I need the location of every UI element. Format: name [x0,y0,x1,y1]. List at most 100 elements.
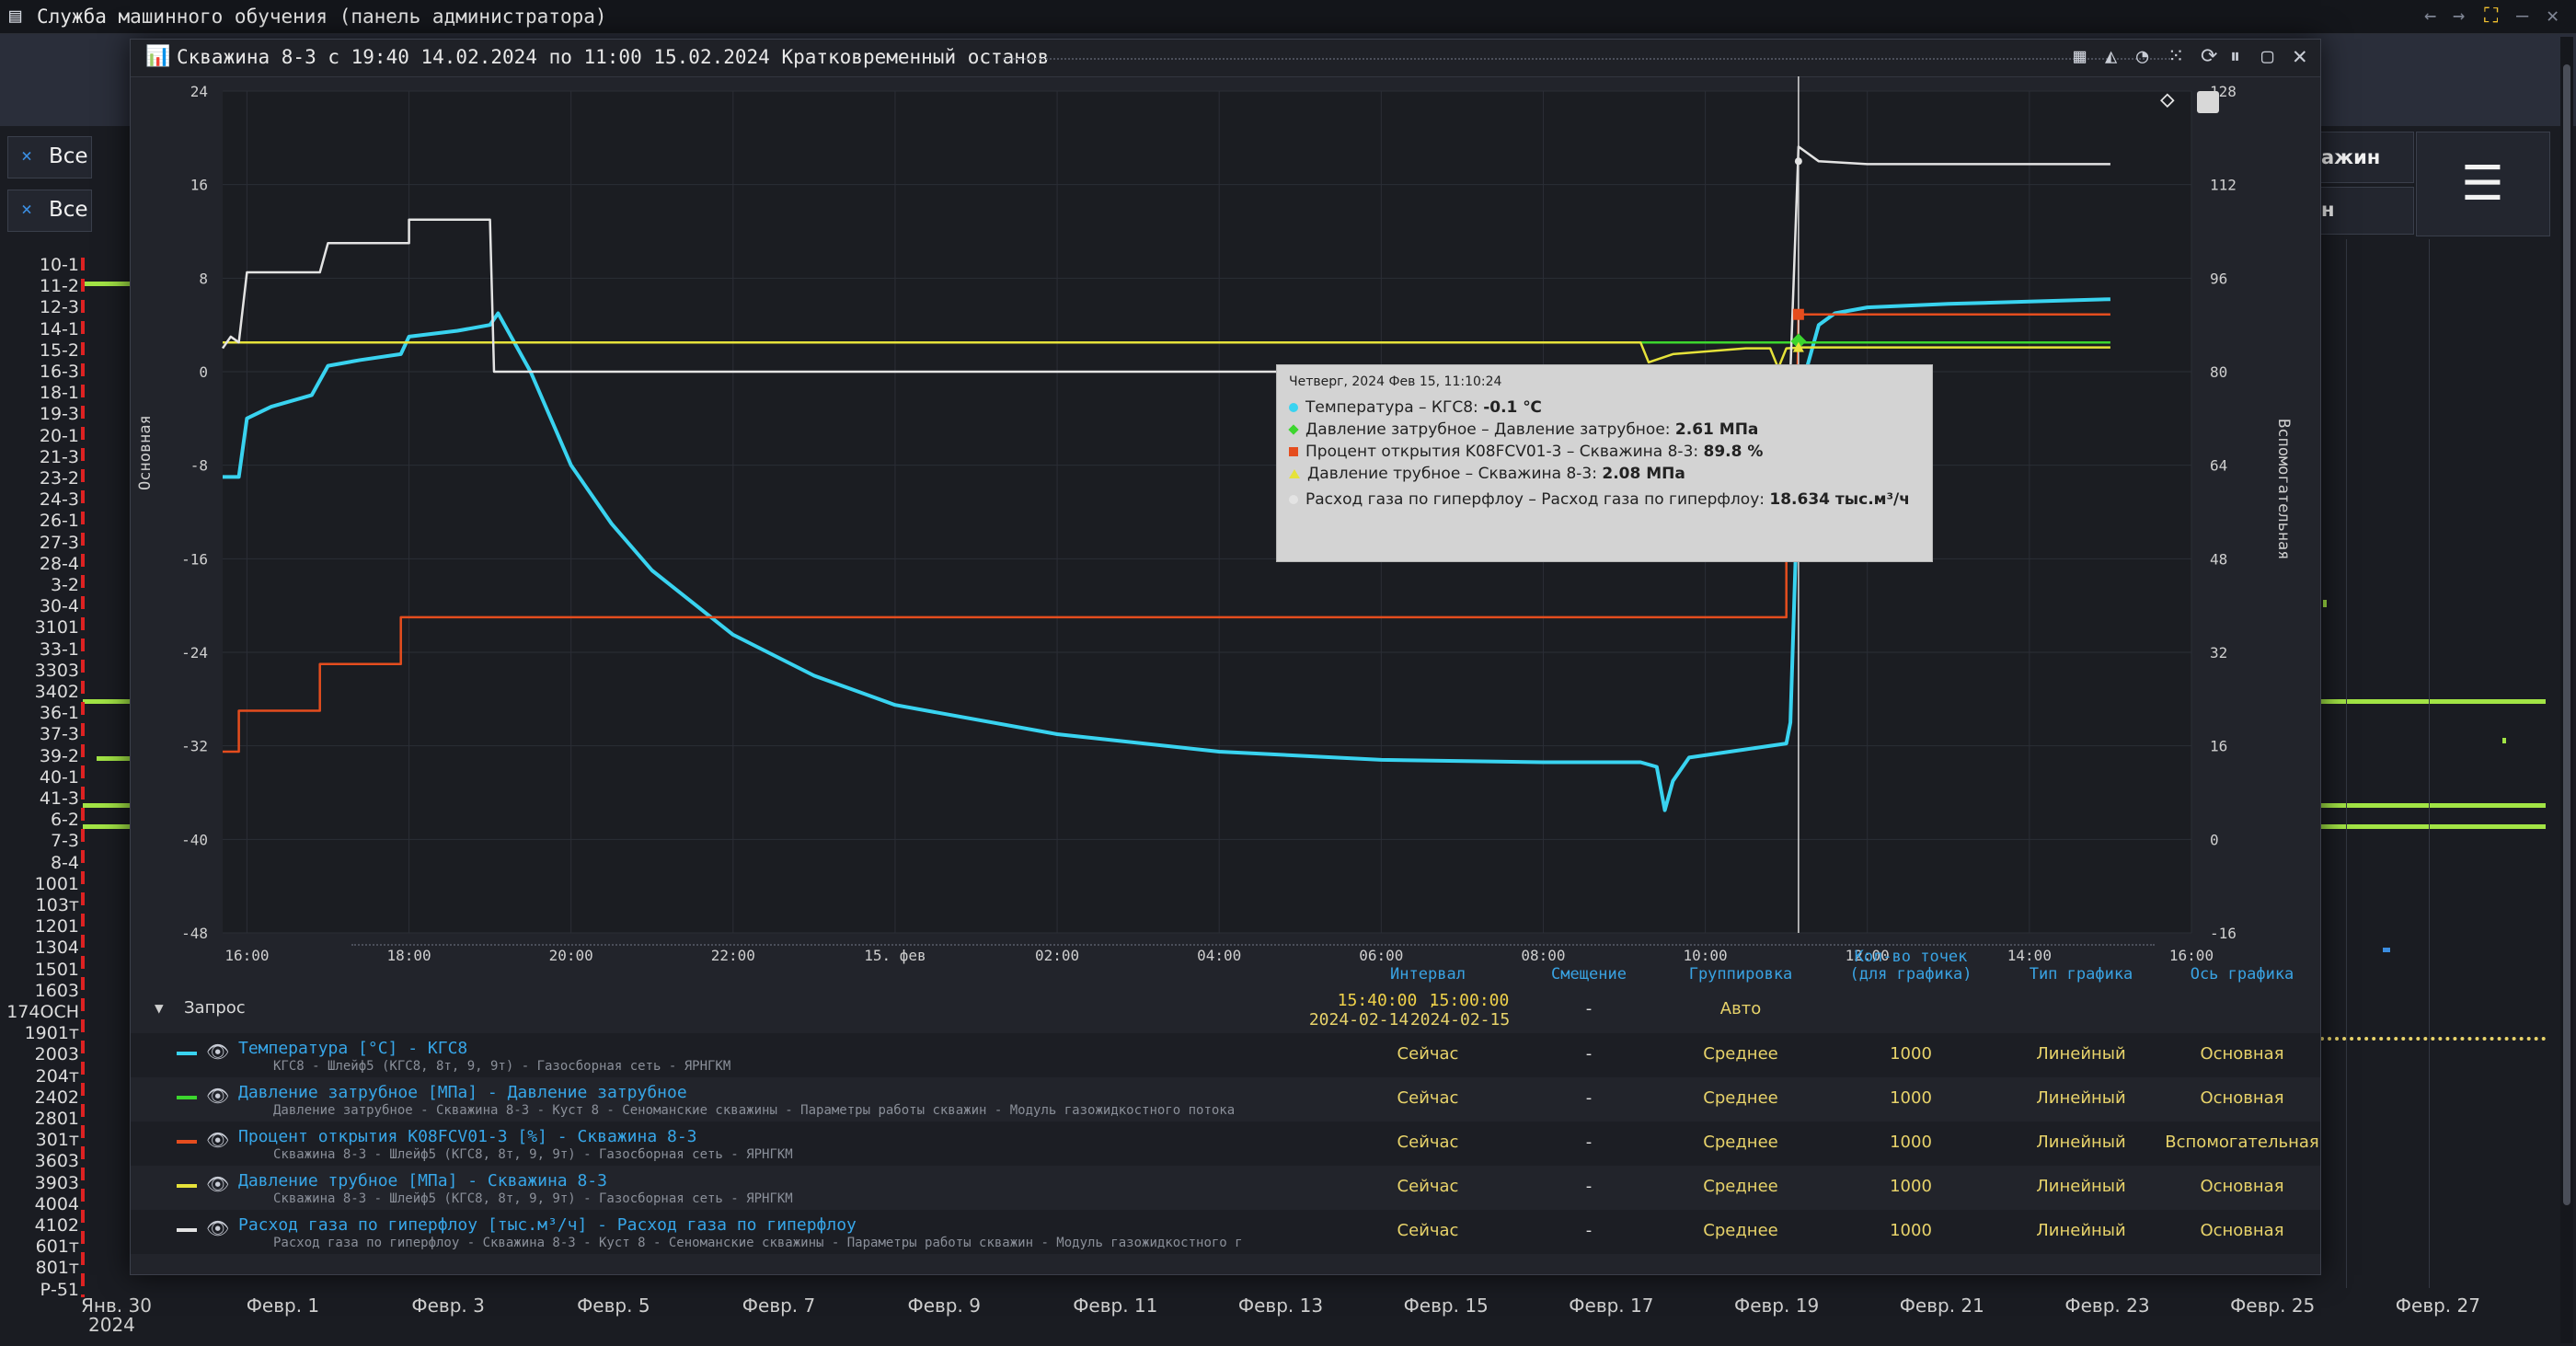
scrollbar-thumb[interactable] [2563,64,2570,1205]
row-offset[interactable]: - [1585,1221,1593,1240]
row-offset[interactable]: - [1585,1088,1593,1108]
row-label[interactable]: 4102 [34,1215,79,1236]
row-label[interactable]: 8-4 [50,852,79,873]
row-label[interactable]: 1501 [34,959,79,980]
row-label[interactable]: 2801 [34,1109,79,1129]
row-axis[interactable]: Основная [2200,1044,2284,1064]
row-label[interactable]: 20-1 [39,425,79,446]
filter-chip-1[interactable]: × Все [7,136,92,178]
scrollbar-track[interactable] [2560,37,2573,1343]
fullscreen-icon[interactable]: ⛶ [2484,5,2499,28]
area-chart-icon[interactable]: ◭ [2105,45,2118,68]
row-label[interactable]: 40-1 [39,766,79,788]
row-label[interactable]: 3903 [34,1172,79,1193]
series-line-3[interactable] [223,340,2110,370]
legend-row[interactable]: 👁 Температура [°C] - КГС8 КГС8 - Шлейф5 (К… [131,1033,2320,1077]
row-label[interactable]: 204т [35,1065,79,1087]
row-offset[interactable]: - [1585,1177,1593,1196]
row-label[interactable]: 18-1 [39,383,79,404]
row-label[interactable]: 4004 [34,1193,79,1214]
row-label[interactable]: 3402 [34,682,79,702]
pie-chart-icon[interactable]: ◔ [2136,45,2149,68]
query-label[interactable]: Запрос [184,998,246,1018]
row-label[interactable]: 7-3 [50,831,79,852]
row-label[interactable]: 33-1 [39,638,79,660]
row-label[interactable]: 23-2 [39,468,79,489]
row-label[interactable]: 27-3 [39,532,79,553]
interval-to[interactable]: 15:00:00 [1429,991,1510,1010]
interval-from[interactable]: 15:40:00 [1337,991,1418,1010]
row-label[interactable]: 2402 [34,1087,79,1108]
row-offset[interactable]: - [1585,1133,1593,1152]
row-interval[interactable]: Сейчас [1397,1088,1459,1108]
row-label[interactable]: 3101 [34,617,79,638]
row-label[interactable]: 6-2 [50,810,79,831]
row-axis[interactable]: Основная [2200,1177,2284,1196]
row-label[interactable]: 1901т [24,1023,79,1044]
row-label[interactable]: 36-1 [39,703,79,724]
back-arrow-icon[interactable]: ← [2424,5,2437,28]
row-interval[interactable]: Сейчас [1397,1044,1459,1064]
row-points[interactable]: 1000 [1890,1044,1932,1064]
legend-row[interactable]: 👁 Давление затрубное [МПа] - Давление зат… [131,1077,2320,1122]
row-chart-type[interactable]: Линейный [2036,1088,2126,1108]
row-label[interactable]: 10-1 [39,255,79,275]
refresh-icon[interactable]: ⟳ [2201,45,2218,68]
row-label[interactable]: 14-1 [39,318,79,339]
close-icon[interactable]: ✕ [2293,42,2307,70]
row-label[interactable]: Р-51 [40,1279,80,1300]
row-points[interactable]: 1000 [1890,1133,1932,1152]
row-label[interactable]: 601т [35,1237,79,1258]
table-icon[interactable]: ▦ [2074,45,2087,68]
row-label[interactable]: 1603 [34,980,79,1001]
eye-icon[interactable]: 👁 [206,1217,230,1239]
row-interval[interactable]: Сейчас [1397,1177,1459,1196]
remove-filter-icon[interactable]: × [21,144,33,167]
row-label[interactable]: 26-1 [39,511,79,532]
row-axis[interactable]: Основная [2200,1088,2284,1108]
scatter-icon[interactable]: ⁙ [2168,45,2185,68]
row-label[interactable]: 1001 [34,873,79,894]
eye-icon[interactable]: 👁 [206,1041,230,1063]
row-label[interactable]: 24-3 [39,489,79,511]
eye-icon[interactable]: 👁 [206,1085,230,1107]
collapse-caret-icon[interactable]: ▼ [155,999,164,1017]
legend-row[interactable]: 👁 Расход газа по гиперфлоу [тыс.м³/ч] - Р… [131,1210,2320,1254]
row-axis[interactable]: Вспомогательная [2165,1133,2319,1152]
row-label[interactable]: 174ОСН [6,1002,79,1022]
series-name[interactable]: Температура [°C] - КГС8 [238,1039,468,1058]
series-line-4[interactable] [221,145,2110,374]
row-label[interactable]: 3603 [34,1151,79,1172]
remove-filter-icon[interactable]: × [21,198,33,220]
row-label[interactable]: 801т [35,1258,79,1279]
series-name[interactable]: Давление затрубное [МПа] - Давление затр… [238,1083,687,1102]
row-label[interactable]: 11-2 [39,276,79,297]
row-label[interactable]: 41-3 [39,788,79,809]
row-chart-type[interactable]: Линейный [2036,1177,2126,1196]
legend-row[interactable]: 👁 Процент открытия K08FCV01-3 [%] - Скваж… [131,1122,2320,1166]
row-points[interactable]: 1000 [1890,1177,1932,1196]
row-label[interactable]: 12-3 [39,297,79,318]
row-label[interactable]: 39-2 [39,745,79,766]
row-label[interactable]: 19-3 [39,404,79,425]
row-label[interactable]: 301т [35,1130,79,1151]
row-points[interactable]: 1000 [1890,1088,1932,1108]
series-name[interactable]: Давление трубное [МПа] - Скважина 8-3 [238,1171,607,1191]
row-label[interactable]: 37-3 [39,724,79,745]
row-label[interactable]: 28-4 [39,553,79,574]
row-label[interactable]: 103т [35,895,79,915]
row-label[interactable]: 21-3 [39,446,79,467]
row-label[interactable]: 15-2 [39,339,79,361]
forward-arrow-icon[interactable]: → [2453,5,2466,28]
minimize-icon[interactable]: – [2516,5,2529,28]
filter-chip-2[interactable]: × Все [7,190,92,232]
row-label[interactable]: 1304 [34,938,79,959]
row-grouping[interactable]: Среднее [1703,1088,1778,1108]
query-grouping[interactable]: Авто [1719,999,1762,1018]
row-chart-type[interactable]: Линейный [2036,1044,2126,1064]
row-grouping[interactable]: Среднее [1703,1221,1778,1240]
maximize-icon[interactable]: ▢ [2261,45,2274,68]
row-grouping[interactable]: Среднее [1703,1177,1778,1196]
eye-icon[interactable]: 👁 [206,1173,230,1195]
row-label[interactable]: 16-3 [39,362,79,382]
